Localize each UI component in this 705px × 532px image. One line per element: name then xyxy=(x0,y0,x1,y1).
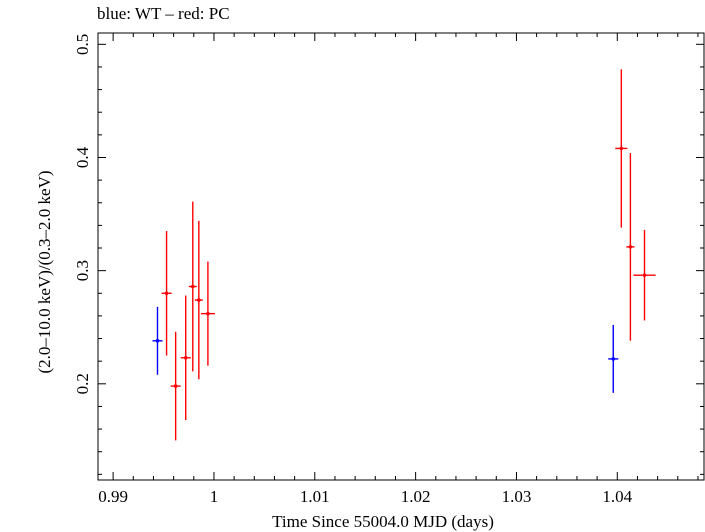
chart-title: blue: WT – red: PC xyxy=(97,4,230,23)
plot-frame xyxy=(97,32,705,481)
y-tick-label: 0.4 xyxy=(73,146,92,168)
data-point-pc xyxy=(180,295,191,421)
data-point-pc xyxy=(188,201,197,372)
data-point-pc xyxy=(170,331,181,441)
point-marker xyxy=(206,311,210,316)
point-marker xyxy=(173,384,178,388)
y-tick-label: 0.2 xyxy=(73,373,92,394)
y-axis-label: (2.0–10.0 keV)/(0.3–2.0 keV) xyxy=(35,170,54,373)
point-marker xyxy=(155,339,160,343)
series-pc xyxy=(161,69,656,441)
data-point-pc xyxy=(615,69,628,228)
point-marker xyxy=(619,146,624,151)
point-marker xyxy=(642,273,647,277)
point-marker xyxy=(164,291,169,296)
x-tick-label: 1.03 xyxy=(502,487,532,506)
point-marker xyxy=(190,284,195,289)
y-tick-label: 0.5 xyxy=(73,34,92,55)
point-marker xyxy=(611,357,616,361)
x-tick-label: 1.02 xyxy=(401,487,431,506)
data-point-wt xyxy=(608,324,619,393)
point-marker xyxy=(183,355,188,360)
x-tick-label: 1.01 xyxy=(300,487,330,506)
point-marker xyxy=(197,298,201,302)
x-tick-label: 1.04 xyxy=(602,487,632,506)
x-tick-label: 1 xyxy=(210,487,219,506)
point-marker xyxy=(628,245,633,249)
data-point-pc xyxy=(633,229,656,321)
x-tick-label: 0.99 xyxy=(98,487,128,506)
data-point-pc xyxy=(161,231,172,356)
series-wt xyxy=(152,306,619,393)
data-point-pc xyxy=(200,261,215,366)
data-point-wt xyxy=(152,306,163,375)
y-tick-label: 0.3 xyxy=(73,260,92,281)
data-point-pc xyxy=(194,220,203,380)
data-point-pc xyxy=(626,152,635,341)
x-axis-label: Time Since 55004.0 MJD (days) xyxy=(272,512,494,531)
